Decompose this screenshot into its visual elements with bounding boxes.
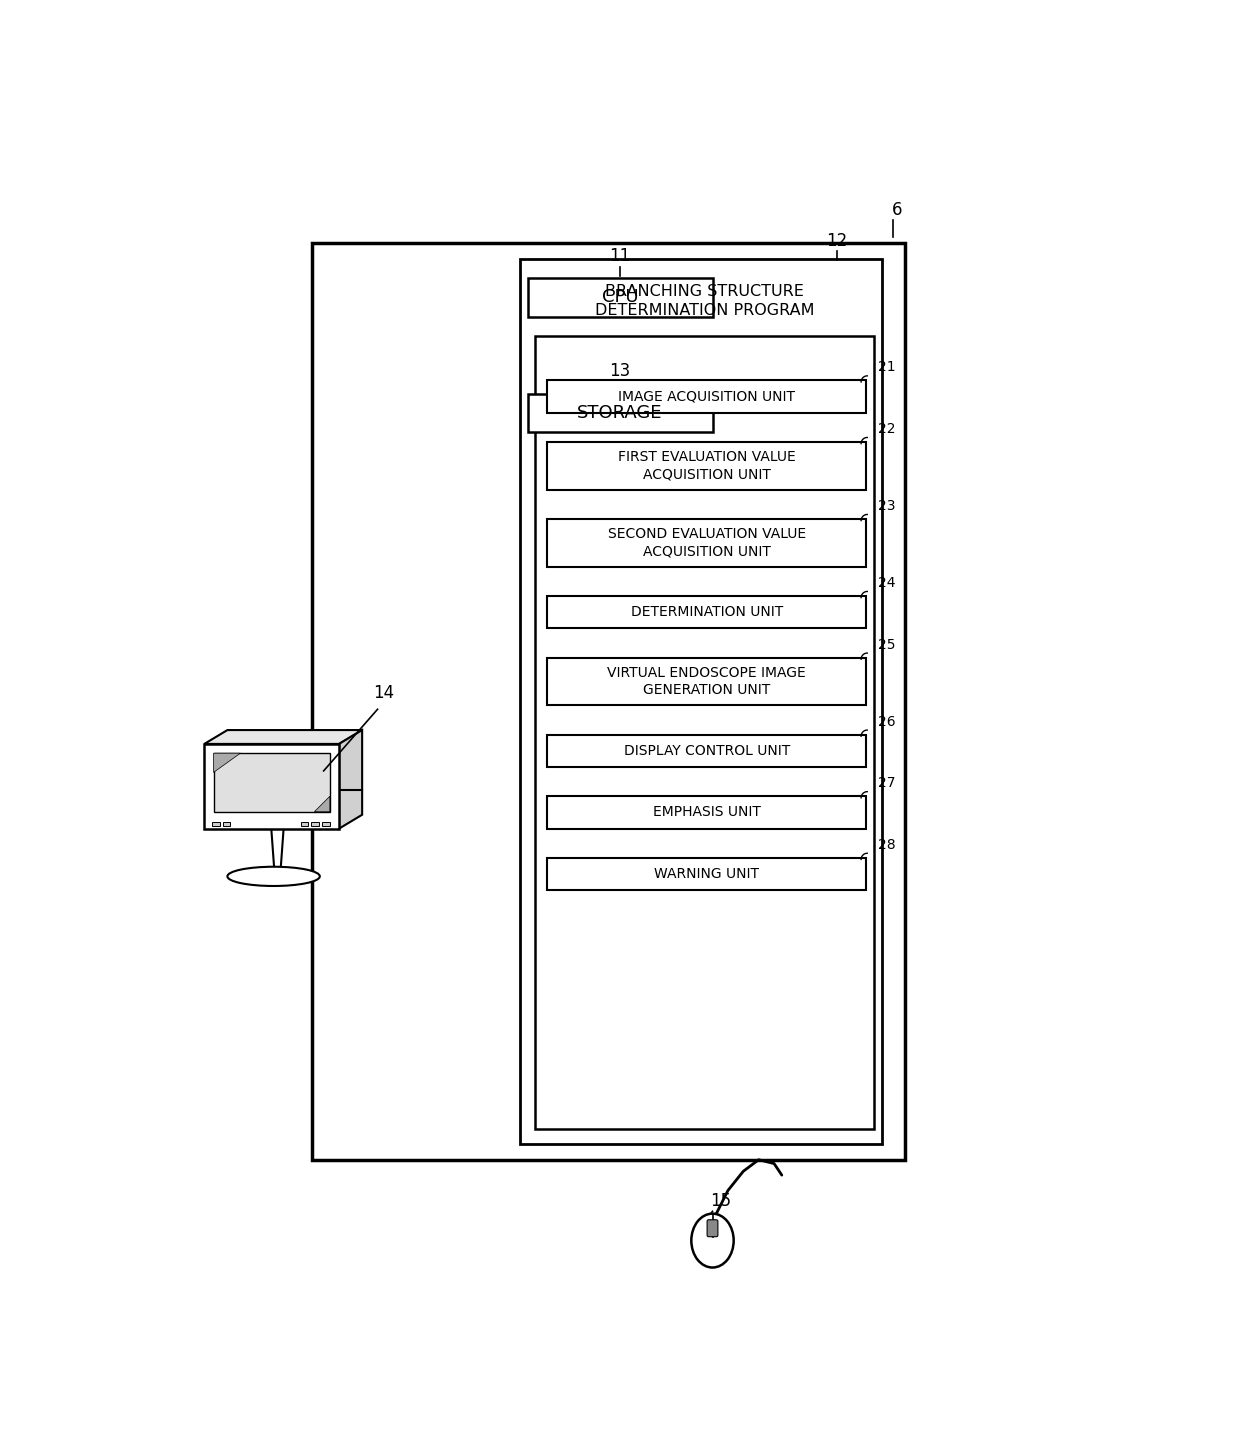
FancyBboxPatch shape	[311, 823, 319, 826]
Text: BRANCHING STRUCTURE
DETERMINATION PROGRAM: BRANCHING STRUCTURE DETERMINATION PROGRA…	[595, 284, 815, 318]
FancyBboxPatch shape	[536, 335, 874, 1129]
Polygon shape	[205, 730, 362, 744]
FancyBboxPatch shape	[520, 258, 882, 1145]
Text: STORAGE: STORAGE	[578, 403, 663, 422]
FancyBboxPatch shape	[547, 519, 867, 567]
Polygon shape	[339, 730, 362, 829]
Ellipse shape	[692, 1213, 734, 1268]
Text: SECOND EVALUATION VALUE
ACQUISITION UNIT: SECOND EVALUATION VALUE ACQUISITION UNIT	[608, 527, 806, 559]
FancyBboxPatch shape	[547, 858, 867, 891]
FancyBboxPatch shape	[547, 657, 867, 705]
FancyBboxPatch shape	[547, 443, 867, 490]
Text: 15: 15	[709, 1191, 730, 1210]
Text: 23: 23	[878, 499, 895, 512]
Text: 14: 14	[373, 683, 394, 702]
FancyBboxPatch shape	[312, 244, 905, 1159]
Text: DISPLAY CONTROL UNIT: DISPLAY CONTROL UNIT	[624, 744, 790, 757]
Text: 12: 12	[827, 232, 848, 250]
FancyBboxPatch shape	[300, 823, 309, 826]
FancyBboxPatch shape	[547, 734, 867, 768]
Text: 25: 25	[878, 637, 895, 651]
FancyBboxPatch shape	[322, 823, 330, 826]
Text: 22: 22	[878, 422, 895, 435]
FancyBboxPatch shape	[547, 797, 867, 829]
FancyBboxPatch shape	[212, 823, 219, 826]
Polygon shape	[315, 797, 330, 811]
FancyBboxPatch shape	[707, 1220, 718, 1236]
Polygon shape	[213, 753, 241, 772]
Text: 21: 21	[878, 360, 895, 374]
Text: WARNING UNIT: WARNING UNIT	[655, 868, 759, 881]
Polygon shape	[205, 744, 339, 829]
Ellipse shape	[227, 866, 320, 887]
Text: 6: 6	[892, 200, 903, 219]
Text: CPU: CPU	[601, 289, 639, 306]
FancyBboxPatch shape	[547, 380, 867, 414]
Polygon shape	[213, 753, 330, 811]
Text: 11: 11	[610, 247, 631, 266]
FancyBboxPatch shape	[528, 393, 713, 432]
Text: EMPHASIS UNIT: EMPHASIS UNIT	[652, 805, 760, 820]
FancyBboxPatch shape	[547, 596, 867, 628]
Text: 26: 26	[878, 714, 895, 728]
Text: IMAGE ACQUISITION UNIT: IMAGE ACQUISITION UNIT	[619, 390, 795, 403]
Text: DETERMINATION UNIT: DETERMINATION UNIT	[631, 605, 782, 620]
FancyBboxPatch shape	[528, 279, 713, 316]
Text: 13: 13	[610, 361, 631, 380]
Text: 27: 27	[878, 776, 895, 791]
Text: FIRST EVALUATION VALUE
ACQUISITION UNIT: FIRST EVALUATION VALUE ACQUISITION UNIT	[618, 450, 796, 482]
Text: VIRTUAL ENDOSCOPE IMAGE
GENERATION UNIT: VIRTUAL ENDOSCOPE IMAGE GENERATION UNIT	[608, 666, 806, 696]
Text: 28: 28	[878, 837, 895, 852]
Polygon shape	[272, 829, 284, 871]
Text: 24: 24	[878, 576, 895, 591]
FancyBboxPatch shape	[223, 823, 231, 826]
